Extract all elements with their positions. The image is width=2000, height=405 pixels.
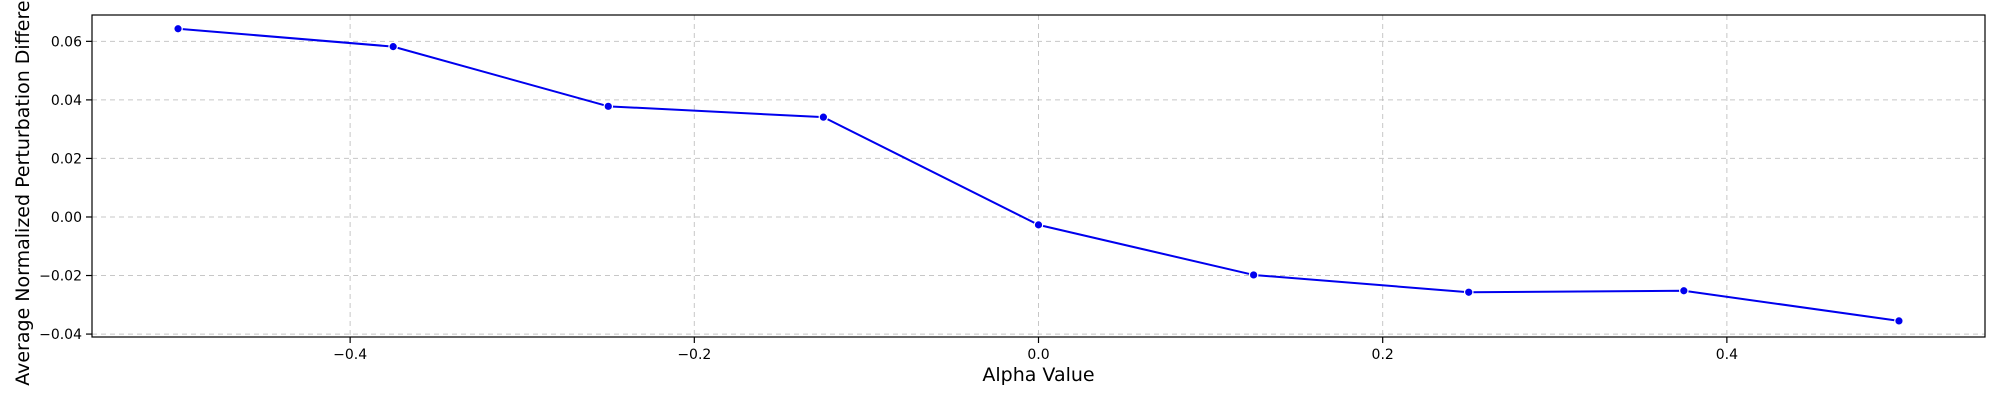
- data-point: [1463, 287, 1474, 298]
- grid-lines: [92, 15, 1985, 337]
- y-tick-label: 0.04: [51, 93, 82, 109]
- data-point: [818, 112, 829, 122]
- x-axis-title: Alpha Value: [982, 364, 1094, 386]
- x-tick-label: 0.0: [1027, 347, 1049, 363]
- y-tick-label: 0.00: [51, 210, 82, 226]
- data-point: [1679, 285, 1689, 296]
- plot-frame: [91, 14, 1986, 338]
- data-point: [388, 41, 398, 52]
- data-point: [1248, 270, 1259, 280]
- y-tick-label: −0.04: [39, 327, 82, 343]
- y-tick-label: 0.02: [51, 151, 82, 167]
- axis-ticks: −0.4 −0.2 0.0 0.2 0.4 −0.04 −0.02 0.00 0.02 0.04 0…: [39, 34, 1738, 363]
- data-point: [173, 23, 183, 34]
- data-point: [1894, 316, 1904, 326]
- x-tick-label: −0.4: [333, 347, 367, 363]
- data-point: [1033, 220, 1044, 230]
- data-point: [603, 101, 614, 112]
- series-layer: [173, 23, 1904, 326]
- x-tick-label: −0.2: [677, 347, 711, 363]
- y-axis-title: Average Normalized Perturbation Differen…: [12, 0, 34, 386]
- x-tick-label: 0.4: [1716, 347, 1738, 363]
- y-tick-label: −0.02: [39, 269, 82, 285]
- x-tick-label: 0.2: [1372, 347, 1394, 363]
- y-tick-label: 0.06: [51, 34, 82, 50]
